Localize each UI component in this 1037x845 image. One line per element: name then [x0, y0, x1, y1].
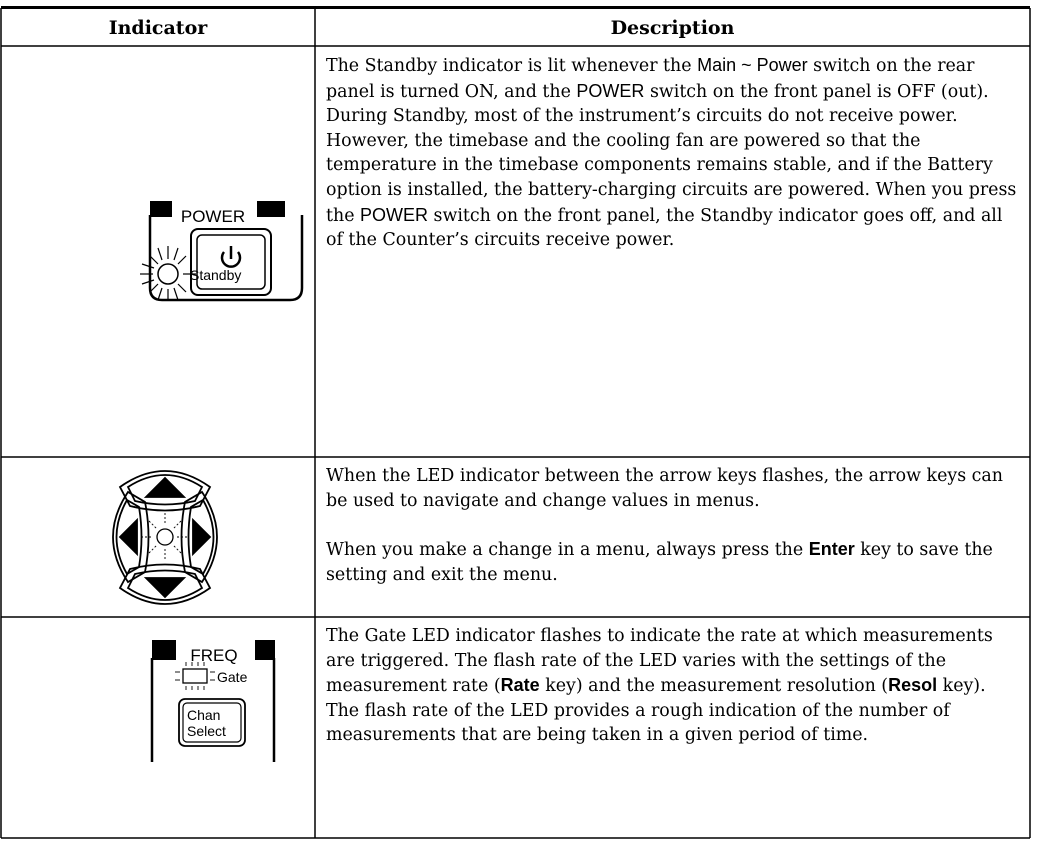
led-label: Gate	[217, 669, 248, 685]
text: The Gate LED indicator flashes to indica…	[326, 626, 993, 697]
text: POWER	[360, 204, 429, 225]
arrow-keys-icon	[112, 470, 218, 605]
freq-icon	[150, 640, 276, 762]
text: When you make a change in a menu, always…	[326, 540, 809, 561]
text: switch on the front panel is OFF (out). …	[326, 81, 1017, 226]
panel-label: FREQ	[190, 646, 237, 665]
text: When the LED indicator between the arrow…	[326, 466, 1003, 511]
column-header: Indicator	[108, 17, 208, 39]
description: The Standby indicator is lit whenever th…	[315, 46, 1030, 457]
text: key). The flash rate of the LED provides…	[326, 676, 986, 746]
text: switch on the rear panel is turned ON, a…	[326, 56, 975, 102]
button-label: Select	[187, 723, 226, 739]
text: POWER	[576, 80, 645, 101]
description: The Gate LED indicator flashes to indica…	[315, 617, 1030, 838]
text: Rate	[500, 675, 540, 696]
text: The Standby indicator is lit whenever th…	[326, 56, 698, 76]
led-label: Standby	[190, 267, 241, 283]
button-label: Chan	[187, 707, 220, 723]
text: Main ~ Power	[697, 55, 808, 75]
text: key) and the measurement resolution (	[539, 676, 889, 697]
text: Enter	[808, 539, 855, 560]
power-icon	[140, 201, 304, 302]
description: When the LED indicator between the arrow…	[315, 457, 1030, 617]
text: switch on the front panel, the Standby i…	[326, 205, 1003, 251]
column-header: Description	[610, 17, 735, 39]
text: Resol	[888, 675, 938, 696]
panel-label: POWER	[181, 207, 245, 226]
text: key to save the setting and exit the men…	[326, 540, 993, 585]
